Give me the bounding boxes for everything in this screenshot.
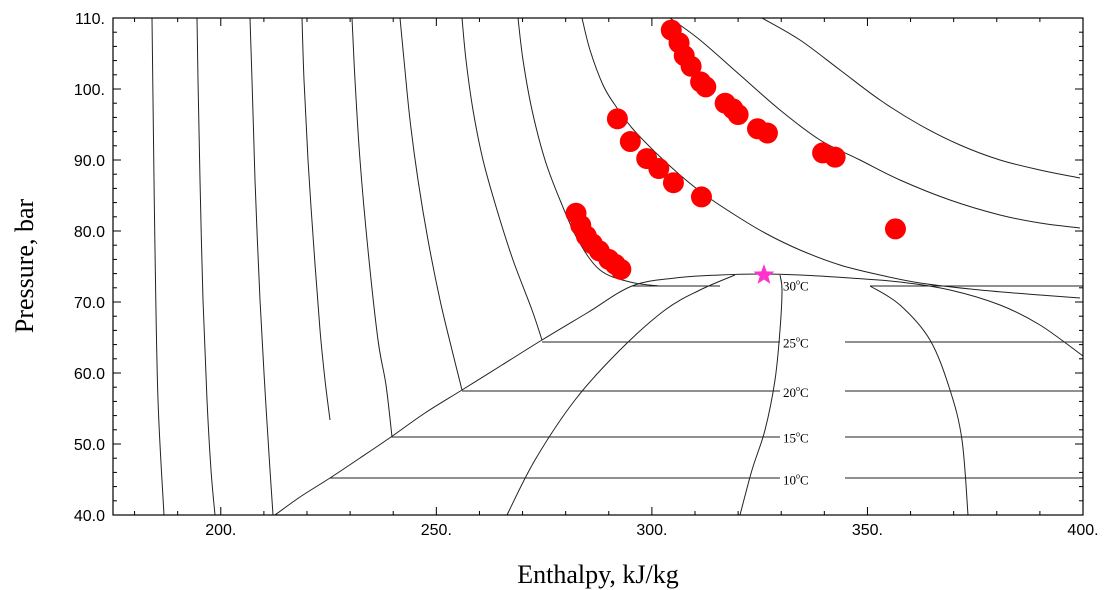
y-tick-label: 110. <box>75 11 105 28</box>
isentrope-line <box>761 18 1081 179</box>
quality-line <box>739 274 783 515</box>
isotherm-label: 30oC <box>783 278 809 294</box>
x-tick-label: 350. <box>852 522 883 539</box>
isentrope-line <box>669 18 1081 229</box>
x-axis-title: Enthalpy, kJ/kg <box>517 560 679 589</box>
data-point <box>727 104 749 126</box>
isotherm-label: 25oC <box>783 334 809 350</box>
x-tick-label: 250. <box>421 522 452 539</box>
y-tick-label: 60.0 <box>74 366 105 383</box>
isotherm-label: 10oC <box>783 472 809 488</box>
y-tick-label: 50.0 <box>74 437 105 454</box>
saturation-dome <box>274 273 1083 515</box>
isentrope-line <box>196 18 216 515</box>
data-point <box>648 158 670 180</box>
y-axis-title: Pressure, bar <box>10 199 39 334</box>
x-tick-label: 400. <box>1067 522 1098 539</box>
data-point <box>606 108 628 130</box>
plot-frame <box>112 17 1084 516</box>
critical-point-star-icon <box>753 264 775 284</box>
isentrope-line <box>581 18 1081 299</box>
isentrope-line <box>351 18 393 438</box>
axis-ticks <box>113 17 1084 516</box>
data-points <box>565 19 906 284</box>
isotherm-label: 20oC <box>783 384 809 400</box>
y-tick-label: 90.0 <box>74 153 105 170</box>
data-point <box>824 146 846 168</box>
x-tick-label: 200. <box>205 522 236 539</box>
isentrope-line <box>399 18 463 391</box>
quality-line <box>506 274 736 515</box>
isentrope-line <box>151 18 165 515</box>
isotherm-labels: 30oC 25oC 20oC 15oC 10oC <box>783 278 809 488</box>
data-point <box>695 76 717 98</box>
y-tick-label: 70.0 <box>74 295 105 312</box>
data-point <box>884 218 906 240</box>
data-point <box>756 122 778 144</box>
y-tick-label: 40.0 <box>74 508 105 525</box>
isoline-curves <box>151 18 1083 515</box>
data-point <box>619 131 641 153</box>
y-tick-label: 100. <box>74 82 105 99</box>
isentrope-line <box>301 18 331 421</box>
y-tick-label: 80.0 <box>74 224 105 241</box>
data-point <box>680 55 702 77</box>
x-tick-label: 300. <box>636 522 667 539</box>
isotherm-label: 15oC <box>783 430 809 446</box>
data-point <box>690 186 712 208</box>
data-point <box>610 258 632 280</box>
isentrope-line <box>249 18 274 515</box>
tick-labels: 40.0 50.0 60.0 70.0 80.0 90.0 100. 110. 200. 250.… <box>74 11 1099 539</box>
plot-border <box>112 17 1084 516</box>
data-point <box>662 172 684 194</box>
quality-line <box>869 285 969 515</box>
isentrope-line <box>461 18 543 341</box>
